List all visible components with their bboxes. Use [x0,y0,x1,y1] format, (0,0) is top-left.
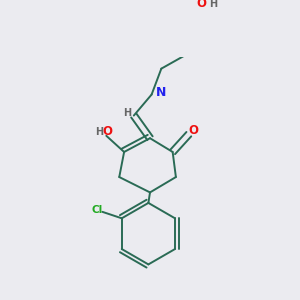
Text: Cl: Cl [91,205,102,215]
Text: N: N [156,85,166,99]
Text: O: O [196,0,207,11]
Text: H: H [209,0,217,9]
Text: O: O [189,124,199,136]
Text: H: H [95,127,103,137]
Text: H: H [123,108,131,118]
Text: O: O [102,125,112,138]
